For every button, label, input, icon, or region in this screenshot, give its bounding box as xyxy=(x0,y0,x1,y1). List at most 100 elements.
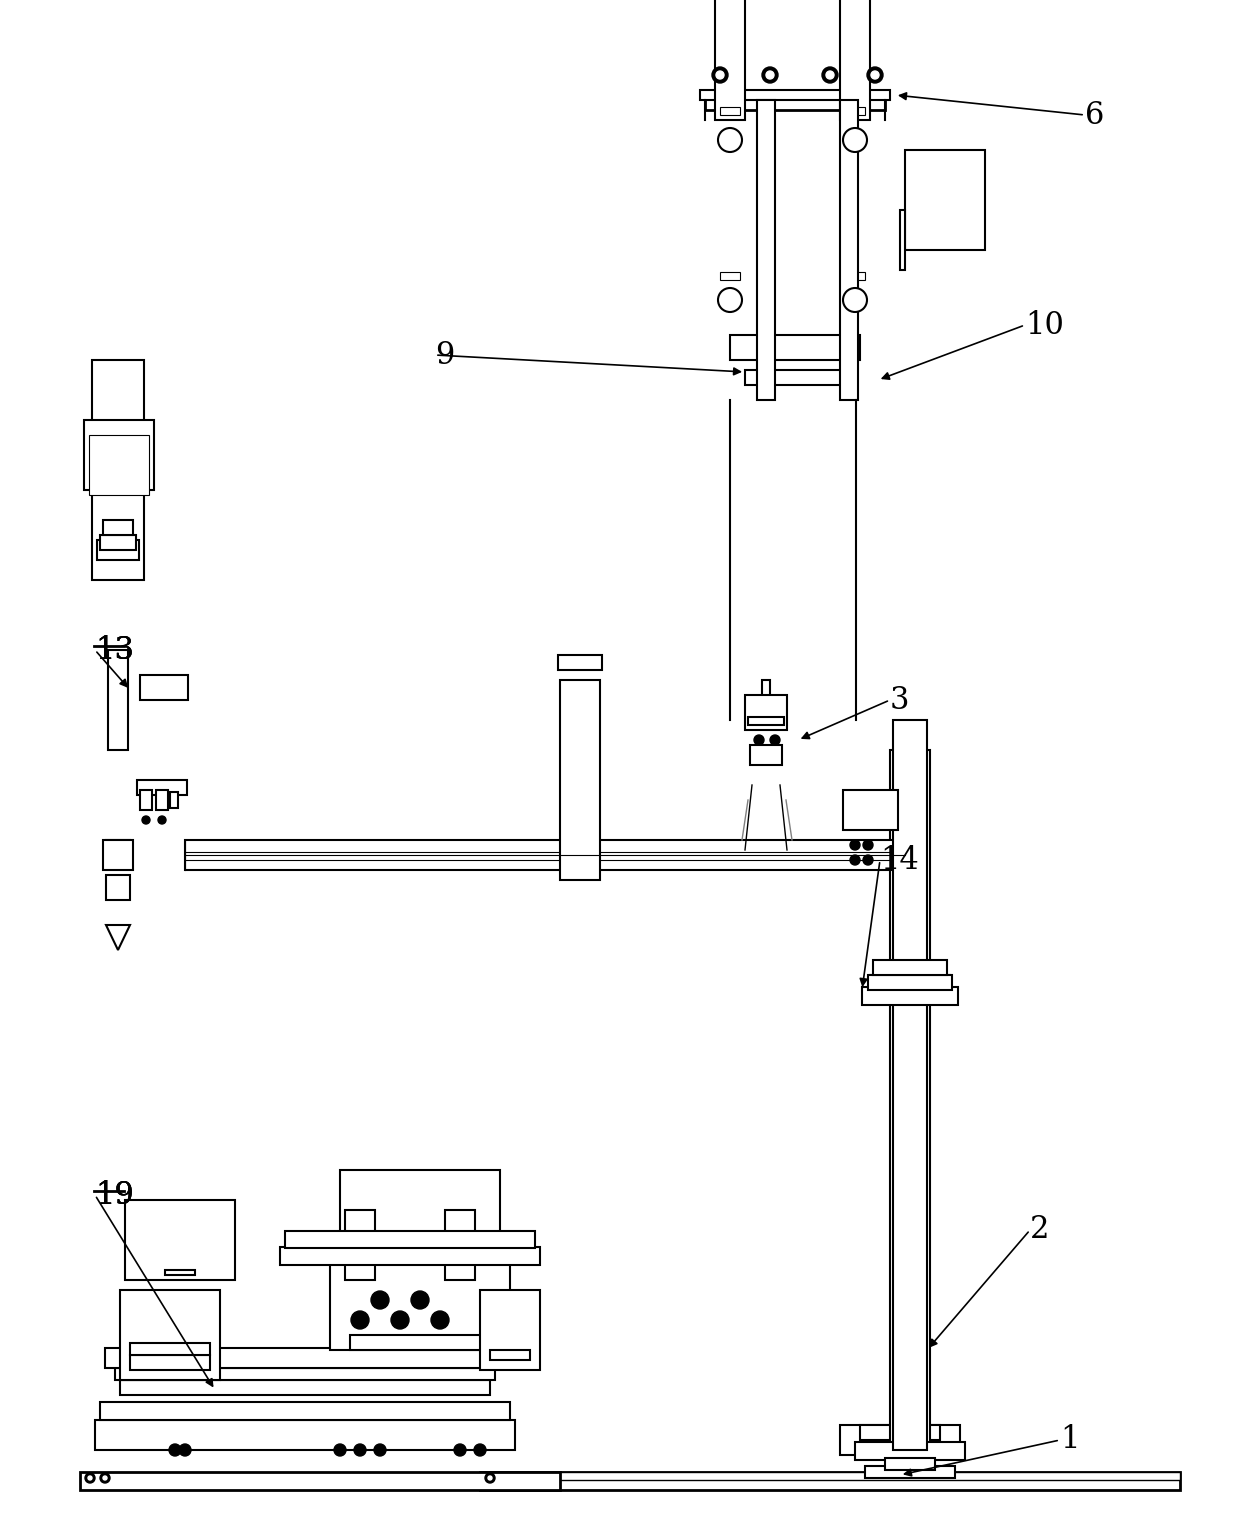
Text: 14: 14 xyxy=(880,844,919,876)
Bar xyxy=(95,1420,515,1450)
Circle shape xyxy=(754,735,764,745)
Circle shape xyxy=(843,127,867,152)
Bar xyxy=(885,1457,935,1470)
Bar xyxy=(81,1473,560,1489)
Circle shape xyxy=(86,1473,95,1483)
Text: 13: 13 xyxy=(95,635,134,665)
Bar xyxy=(100,1401,510,1420)
Bar xyxy=(844,273,866,280)
Bar xyxy=(105,1348,505,1368)
Text: 19: 19 xyxy=(95,1180,134,1210)
Bar xyxy=(839,100,858,400)
Text: 1: 1 xyxy=(1060,1424,1080,1456)
Bar xyxy=(900,211,905,270)
Bar xyxy=(285,1232,534,1248)
Bar xyxy=(844,108,866,115)
Bar xyxy=(720,108,740,115)
Bar xyxy=(115,1368,495,1380)
Bar xyxy=(185,839,905,870)
Circle shape xyxy=(371,1291,389,1309)
Text: 3: 3 xyxy=(890,685,909,715)
Bar xyxy=(745,695,787,730)
Circle shape xyxy=(863,839,873,850)
Bar xyxy=(706,89,885,111)
Bar xyxy=(120,1289,219,1380)
Bar xyxy=(862,986,959,1004)
Bar xyxy=(856,1442,965,1460)
Circle shape xyxy=(763,67,777,83)
Text: 10: 10 xyxy=(1025,309,1064,341)
Bar xyxy=(136,780,187,795)
Circle shape xyxy=(334,1444,346,1456)
Circle shape xyxy=(432,1310,449,1329)
Circle shape xyxy=(863,854,873,865)
Circle shape xyxy=(374,1444,386,1456)
Bar xyxy=(490,1350,529,1360)
Bar xyxy=(866,1467,955,1479)
Bar xyxy=(763,680,770,700)
Bar xyxy=(905,150,985,250)
Bar xyxy=(120,1380,490,1395)
Bar xyxy=(130,1354,210,1370)
Circle shape xyxy=(103,1476,107,1480)
Bar xyxy=(350,1335,490,1350)
Circle shape xyxy=(849,854,861,865)
Bar xyxy=(756,100,775,400)
Bar xyxy=(185,851,905,861)
Circle shape xyxy=(179,1444,191,1456)
Text: 19: 19 xyxy=(95,1180,134,1210)
Circle shape xyxy=(100,1473,110,1483)
Bar xyxy=(89,435,149,495)
Circle shape xyxy=(849,839,861,850)
Bar xyxy=(103,520,133,535)
Bar xyxy=(730,335,861,361)
Bar xyxy=(345,1210,374,1280)
Text: 9: 9 xyxy=(435,339,454,371)
Circle shape xyxy=(88,1476,92,1480)
Bar xyxy=(748,717,784,726)
Bar xyxy=(140,676,188,700)
Bar xyxy=(480,1473,1180,1480)
Bar xyxy=(84,420,154,489)
Text: 2: 2 xyxy=(1030,1215,1049,1245)
Bar xyxy=(108,650,128,750)
Circle shape xyxy=(718,288,742,312)
Bar xyxy=(873,961,947,976)
Circle shape xyxy=(157,817,166,824)
Bar xyxy=(170,792,179,807)
Circle shape xyxy=(712,67,728,83)
Circle shape xyxy=(474,1444,486,1456)
Circle shape xyxy=(489,1476,492,1480)
Text: 19: 19 xyxy=(95,1180,134,1210)
Bar xyxy=(868,976,952,989)
Bar xyxy=(280,1247,539,1265)
Bar xyxy=(701,89,890,100)
Circle shape xyxy=(351,1310,370,1329)
Text: 6: 6 xyxy=(1085,100,1105,130)
Bar xyxy=(330,1260,510,1350)
Bar xyxy=(105,876,130,900)
Bar xyxy=(103,839,133,870)
Circle shape xyxy=(826,71,835,79)
Bar xyxy=(130,1342,210,1354)
Circle shape xyxy=(822,67,838,83)
Circle shape xyxy=(454,1444,466,1456)
Circle shape xyxy=(485,1473,495,1483)
Bar xyxy=(92,361,144,580)
Bar xyxy=(875,980,945,989)
Circle shape xyxy=(867,67,883,83)
Bar xyxy=(445,1210,475,1280)
Bar xyxy=(165,1270,195,1276)
Text: 13: 13 xyxy=(95,635,134,665)
Bar xyxy=(715,0,745,120)
Bar xyxy=(843,789,898,830)
Bar xyxy=(558,654,601,670)
Bar xyxy=(720,273,740,280)
Bar xyxy=(839,1426,960,1454)
Bar xyxy=(893,720,928,1450)
Bar xyxy=(100,535,136,550)
Bar xyxy=(480,1289,539,1370)
Bar xyxy=(340,1170,500,1260)
Circle shape xyxy=(353,1444,366,1456)
Bar xyxy=(750,745,782,765)
